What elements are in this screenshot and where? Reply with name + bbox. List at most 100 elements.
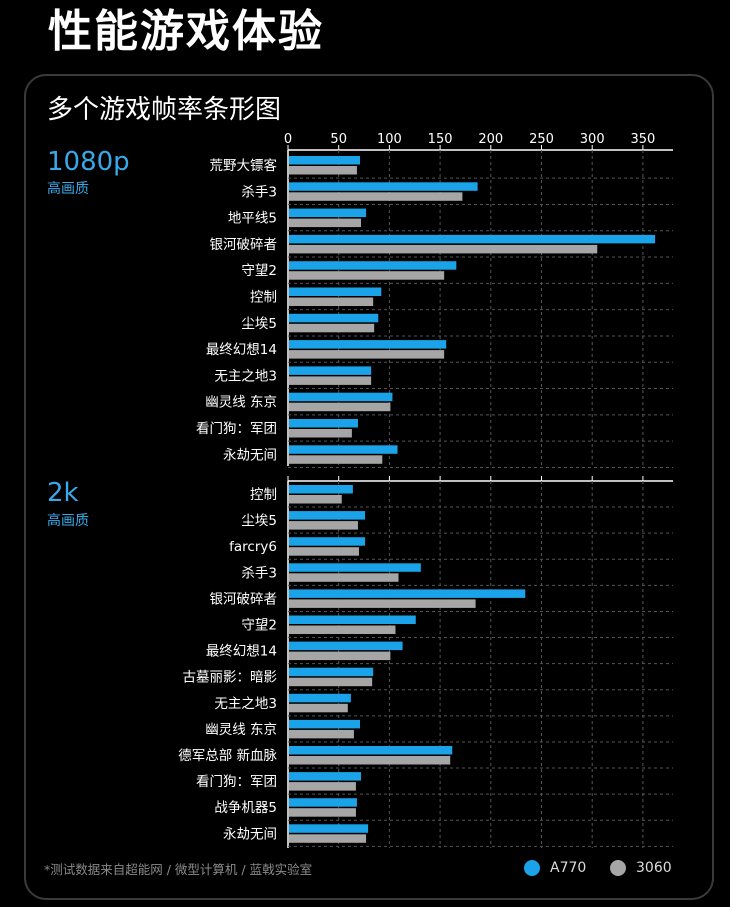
- bar-3060: [289, 244, 598, 254]
- page-title: 性能游戏体验: [48, 6, 324, 57]
- legend-label-3060: 3060: [636, 860, 672, 876]
- bar-3060: [289, 573, 399, 582]
- category-label: 古墓丽影：暗影: [183, 670, 278, 686]
- bar-3060: [289, 599, 476, 608]
- x-tick-label: 300: [580, 132, 605, 147]
- category-label: 最终幻想14: [206, 342, 277, 358]
- x-tick-label: 250: [529, 132, 554, 147]
- category-label: 永劫无间: [223, 826, 277, 842]
- bar-3060: [289, 192, 463, 201]
- x-tick-label: 0: [284, 132, 292, 147]
- category-label: 看门狗：军团: [196, 774, 277, 790]
- bar-3060: [289, 703, 348, 713]
- bar-3060: [289, 271, 445, 280]
- bar-a770: [289, 419, 358, 428]
- bar-3060: [289, 218, 362, 228]
- bar-3060: [289, 495, 342, 504]
- bar-3060: [289, 376, 372, 385]
- bar-3060: [289, 651, 391, 661]
- bar-3060: [289, 834, 367, 843]
- bar-a770: [289, 445, 398, 454]
- section-label-2k: 2k: [47, 478, 79, 508]
- legend-swatch-a770: [524, 860, 540, 876]
- category-label: 无主之地3: [214, 696, 277, 712]
- bar-3060: [289, 677, 373, 687]
- bar-a770: [289, 693, 351, 703]
- category-label: 无主之地3: [214, 368, 277, 384]
- bar-3060: [289, 729, 354, 739]
- bar-a770: [289, 798, 357, 807]
- bar-a770: [289, 156, 360, 165]
- legend-item-3060: 3060: [610, 860, 672, 876]
- x-tick-label: 350: [630, 132, 655, 147]
- bar-a770: [289, 182, 478, 191]
- bar-a770: [289, 234, 656, 244]
- bar-a770: [289, 261, 457, 270]
- bar-a770: [289, 208, 367, 218]
- bar-3060: [289, 429, 352, 438]
- bar-a770: [289, 772, 362, 781]
- card-title: 多个游戏帧率条形图: [47, 95, 282, 125]
- category-label: 尘埃5: [241, 316, 277, 332]
- bar-a770: [289, 485, 353, 494]
- bar-3060: [289, 455, 383, 464]
- bar-a770: [289, 511, 366, 520]
- legend-item-a770: A770: [524, 860, 586, 876]
- bar-a770: [289, 615, 416, 624]
- bar-a770: [289, 537, 366, 546]
- category-label: 银河破碎者: [210, 237, 278, 253]
- legend-label-a770: A770: [550, 860, 587, 876]
- category-label: 最终幻想14: [206, 644, 277, 660]
- category-label: 银河破碎者: [210, 591, 278, 607]
- bar-3060: [289, 625, 396, 634]
- bar-3060: [289, 350, 445, 359]
- bar-3060: [289, 323, 375, 333]
- bar-a770: [289, 563, 421, 572]
- x-tick-label: 100: [377, 132, 402, 147]
- bar-a770: [289, 287, 382, 296]
- bar-3060: [289, 547, 359, 556]
- bar-a770: [289, 313, 379, 323]
- category-label: 守望2: [241, 263, 277, 279]
- bar-3060: [289, 782, 356, 791]
- category-label: farcry6: [229, 539, 277, 555]
- section-label-1080p: 1080p: [47, 147, 130, 177]
- category-label: 战争机器5: [214, 800, 277, 816]
- category-label: 荒野大镖客: [210, 157, 278, 174]
- category-label: 地平线5: [228, 211, 277, 227]
- category-label: 控制: [250, 290, 277, 306]
- category-label: 幽灵线 东京: [205, 395, 277, 411]
- section-sub-2k: 高画质: [47, 513, 89, 529]
- bar-3060: [289, 402, 391, 412]
- category-label: 尘埃5: [241, 513, 277, 529]
- bar-3060: [289, 808, 356, 817]
- bar-a770: [289, 392, 393, 402]
- bar-a770: [289, 824, 369, 833]
- bar-3060: [289, 521, 358, 530]
- category-label: 杀手3: [241, 184, 277, 200]
- bar-a770: [289, 589, 526, 598]
- bar-a770: [289, 641, 403, 651]
- category-label: 永劫无间: [223, 447, 277, 463]
- legend-swatch-3060: [610, 860, 626, 876]
- bar-a770: [289, 746, 453, 755]
- section-sub-1080p: 高画质: [47, 181, 89, 197]
- category-label: 幽灵线 东京: [205, 722, 277, 738]
- bar-a770: [289, 667, 374, 677]
- bar-a770: [289, 340, 447, 349]
- category-label: 控制: [250, 487, 277, 503]
- bar-3060: [289, 297, 374, 306]
- bar-3060: [289, 166, 357, 175]
- category-label: 守望2: [241, 618, 277, 634]
- bar-a770: [289, 719, 360, 729]
- x-tick-label: 50: [330, 132, 347, 147]
- bar-a770: [289, 366, 372, 375]
- x-tick-label: 150: [428, 132, 453, 147]
- category-label: 杀手3: [241, 565, 277, 581]
- footnote: *测试数据来自超能网 / 微型计算机 / 蓝戟实验室: [44, 862, 313, 877]
- category-label: 德军总部 新血脉: [178, 748, 277, 764]
- bar-3060: [289, 756, 451, 765]
- category-label: 看门狗：军团: [196, 421, 277, 437]
- x-tick-label: 200: [478, 132, 503, 147]
